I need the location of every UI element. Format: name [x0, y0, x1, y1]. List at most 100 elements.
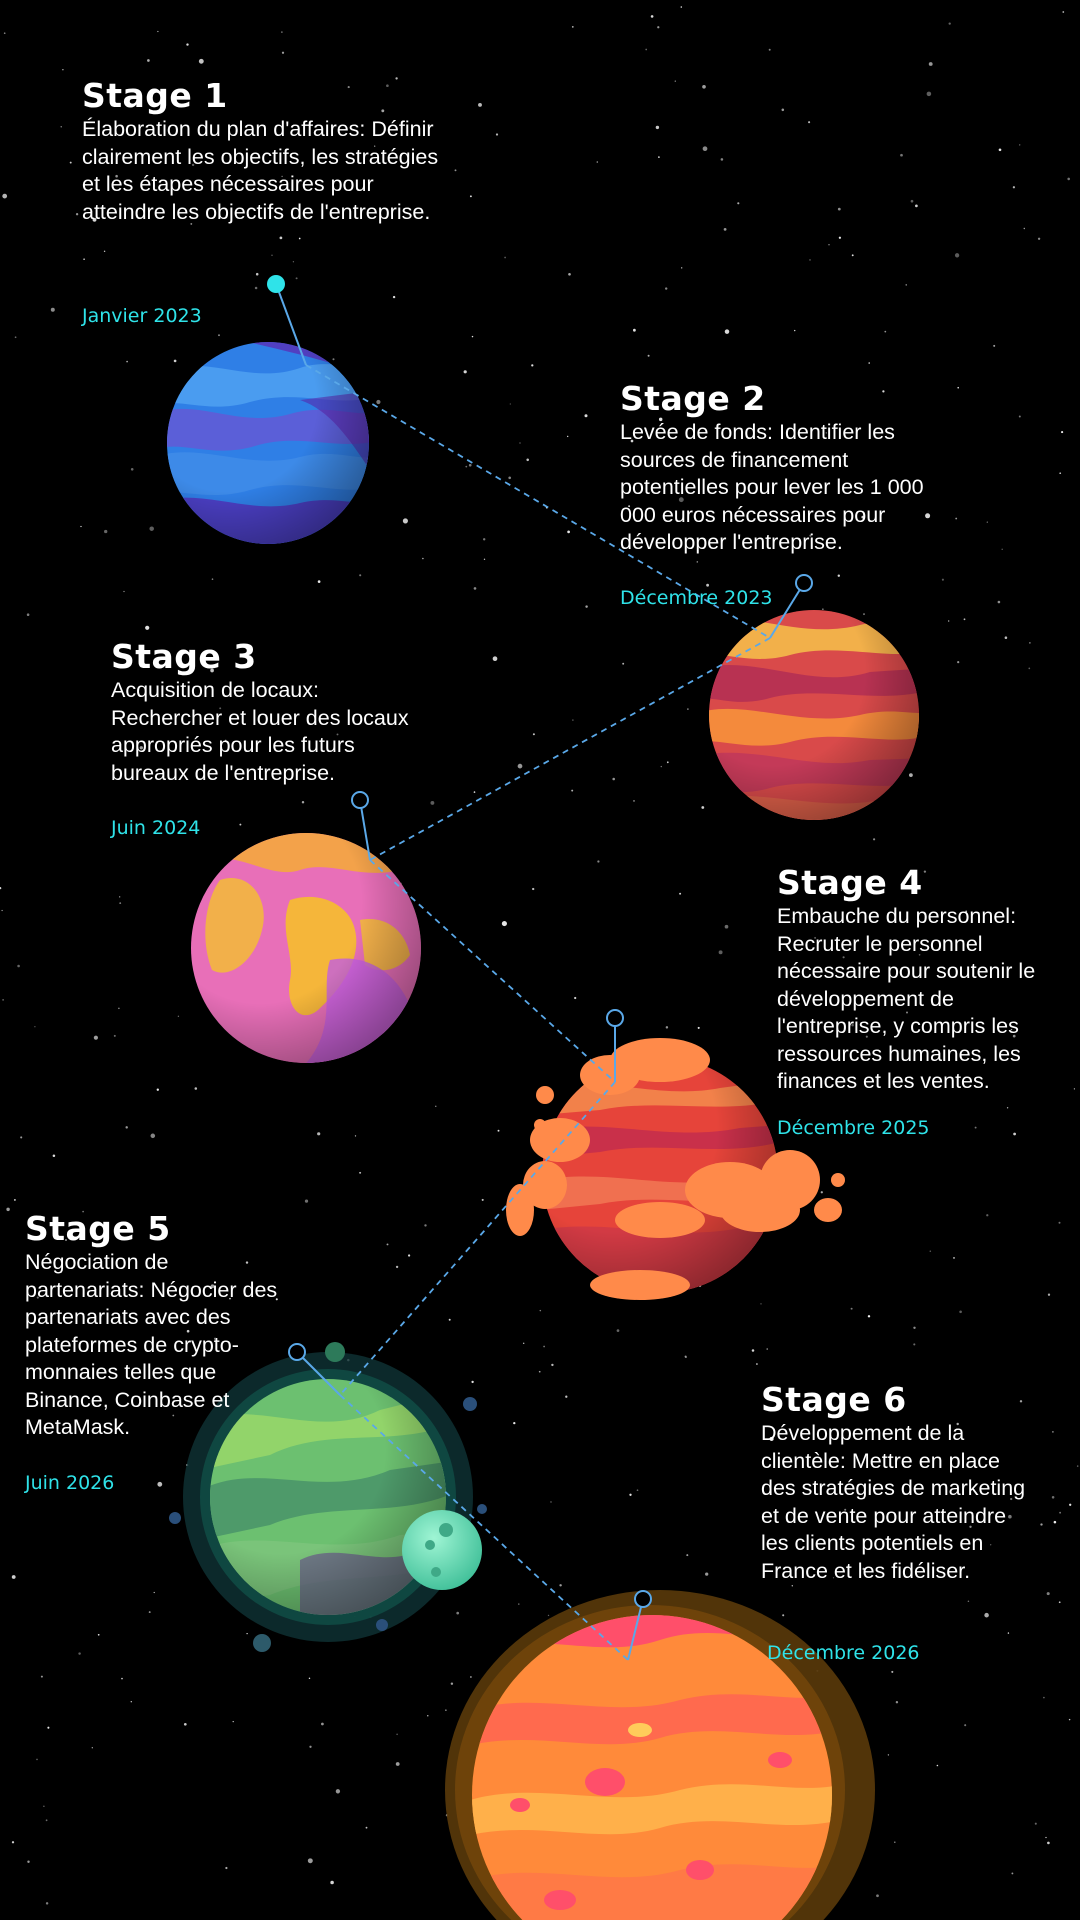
star	[481, 1198, 484, 1201]
star	[20, 1136, 23, 1139]
star	[1047, 1293, 1051, 1296]
star	[820, 1191, 823, 1194]
star	[526, 458, 529, 462]
star	[887, 1754, 890, 1756]
star	[177, 1015, 180, 1017]
star	[1068, 1718, 1071, 1721]
star	[1051, 1496, 1055, 1499]
star	[543, 1345, 545, 1348]
star	[126, 360, 128, 363]
timeline-path	[305, 364, 771, 1661]
star	[301, 800, 305, 804]
star	[14, 336, 17, 339]
star	[936, 1764, 939, 1767]
star	[93, 1035, 98, 1040]
stage-2-description: Levée de fonds: Identifier les sources d…	[620, 420, 924, 554]
star	[245, 1261, 249, 1264]
star	[867, 1315, 871, 1318]
star	[792, 917, 795, 920]
star	[760, 1303, 762, 1305]
orange-lava-planet	[445, 1590, 875, 1920]
star	[354, 1135, 357, 1137]
star	[842, 956, 845, 959]
star	[60, 126, 62, 128]
star	[794, 329, 796, 332]
star	[997, 600, 1001, 604]
stage-5-title: Stage 5	[25, 1209, 171, 1248]
timeline-pins	[267, 275, 813, 1661]
star	[769, 1436, 774, 1441]
green-planet-with-moon	[169, 1342, 487, 1652]
star	[330, 1880, 334, 1885]
star	[647, 354, 650, 357]
star	[658, 417, 663, 422]
star	[666, 761, 669, 764]
star	[395, 1762, 400, 1766]
star	[292, 261, 295, 263]
star	[448, 1318, 451, 1321]
star	[784, 458, 786, 460]
star	[913, 1326, 916, 1330]
star	[1047, 1841, 1050, 1845]
star	[414, 208, 417, 211]
star	[696, 561, 699, 563]
star	[865, 1035, 868, 1038]
star	[157, 30, 159, 33]
star	[17, 964, 20, 968]
star	[1, 909, 3, 912]
star	[532, 887, 535, 891]
star	[80, 525, 82, 528]
star	[483, 538, 486, 541]
star	[702, 146, 708, 152]
stage-6-description: Développement de la clientèle: Mettre en…	[761, 1421, 1026, 1583]
star	[281, 51, 285, 54]
star	[551, 1363, 554, 1367]
star	[678, 497, 684, 503]
star	[964, 1724, 967, 1727]
star	[36, 1758, 38, 1761]
star	[130, 1700, 133, 1703]
star	[720, 158, 724, 161]
star	[92, 217, 97, 222]
star	[1018, 415, 1021, 418]
star	[402, 518, 408, 524]
star	[990, 1544, 992, 1546]
stage-5-block: Stage 5 Négociation de partenariats: Nég…	[25, 1209, 293, 1442]
star	[953, 1257, 955, 1259]
pin-6	[627, 1590, 652, 1661]
star	[531, 364, 534, 367]
star	[1059, 1511, 1061, 1514]
star	[1004, 636, 1008, 639]
star	[565, 1395, 568, 1398]
star	[13, 1198, 16, 1201]
star	[1029, 642, 1031, 644]
star	[156, 1088, 159, 1091]
star	[139, 746, 143, 750]
star	[254, 286, 258, 290]
star	[861, 515, 864, 519]
star	[755, 1363, 758, 1365]
star	[119, 902, 122, 904]
star	[686, 1554, 689, 1557]
star	[386, 1243, 389, 1246]
star	[508, 476, 512, 480]
star	[674, 80, 676, 82]
star	[281, 31, 283, 33]
star	[45, 1902, 49, 1905]
star	[456, 1611, 460, 1615]
star	[868, 362, 870, 364]
star	[957, 386, 959, 389]
star	[1012, 1034, 1016, 1038]
star	[26, 613, 30, 616]
star	[104, 529, 108, 534]
star	[75, 213, 79, 216]
star	[559, 1584, 562, 1587]
star	[986, 1214, 989, 1217]
star	[317, 580, 321, 583]
star	[954, 253, 960, 258]
star	[884, 330, 887, 333]
star	[906, 1011, 908, 1014]
star	[1019, 1400, 1023, 1403]
star	[147, 59, 150, 62]
